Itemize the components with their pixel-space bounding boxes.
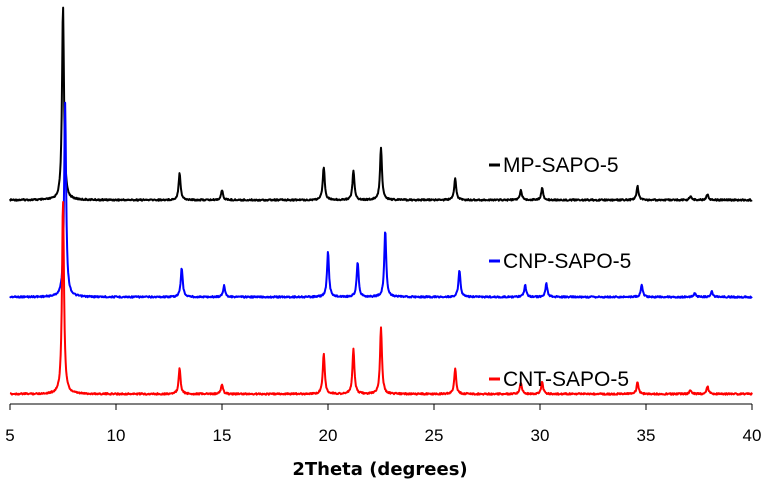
x-tick-label: 20 [319,426,338,445]
legend-label: CNT-SAPO-5 [503,368,629,391]
legend-label: MP-SAPO-5 [503,154,619,177]
series-line-cnp-sapo-5 [9,101,753,299]
x-tick-label: 5 [5,426,14,445]
x-tick-label: 30 [531,426,550,445]
x-tick-label: 25 [425,426,444,445]
legend-label: CNP-SAPO-5 [503,250,631,273]
legend: MP-SAPO-5 CNP-SAPO-5 CNT-SAPO-5 [489,154,631,391]
x-tick-label: 40 [743,426,762,445]
traces-group [9,6,753,396]
x-axis-title: 2Theta (degrees) [292,459,467,480]
x-tick-label: 35 [637,426,656,445]
series-line-cnt-sapo-5 [9,200,753,396]
x-ticks: 5 10 15 20 25 30 35 40 [5,404,761,445]
x-tick-label: 15 [213,426,232,445]
x-axis: 5 10 15 20 25 30 35 40 [5,403,761,445]
x-tick-label: 10 [107,426,126,445]
series-line-mp-sapo-5 [9,6,753,202]
